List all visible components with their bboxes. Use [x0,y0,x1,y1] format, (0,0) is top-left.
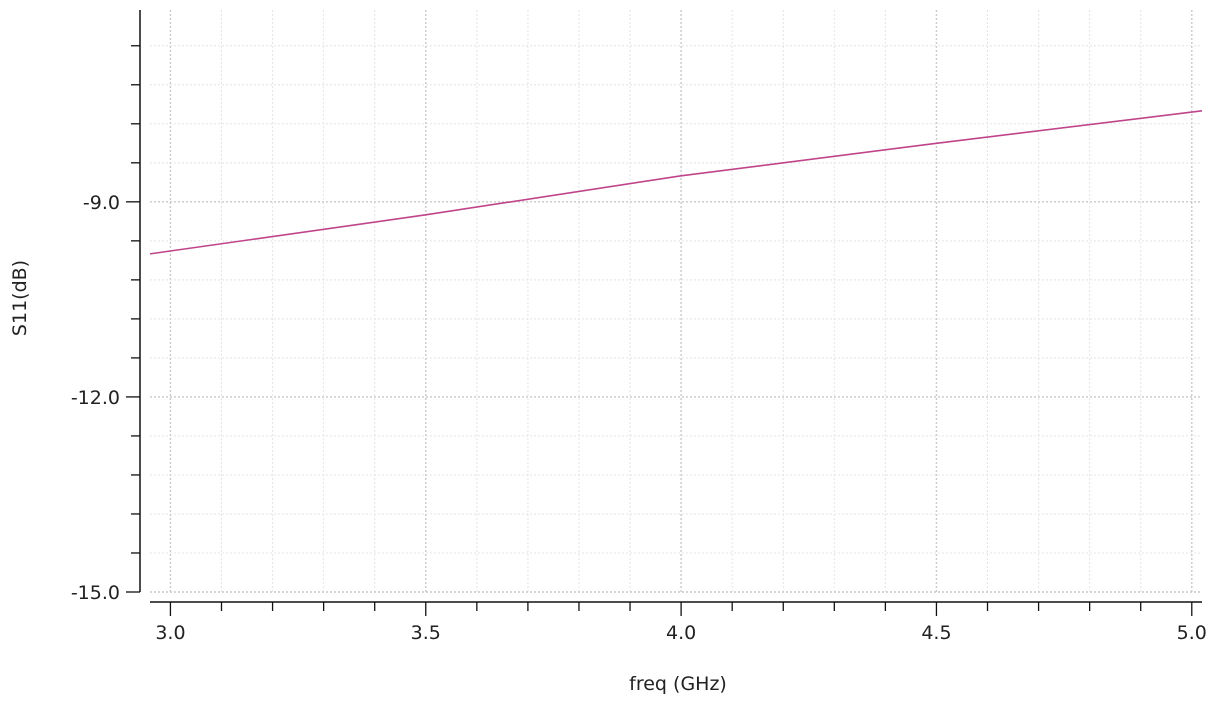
x-axis-title: freq (GHz) [629,673,727,695]
x-tick-label: 4.5 [921,622,951,644]
ticks: 3.0 3.5 4.0 4.5 5.0 -9.0 -12.0 -15.0 [71,45,1207,644]
y-tick-label: -12.0 [71,387,120,409]
x-tick-label: 3.5 [411,622,441,644]
y-tick-label: -15.0 [71,582,120,604]
x-tick-label: 3.0 [155,622,185,644]
series-layer [149,109,1203,255]
grid [150,10,1202,593]
x-tick-label: 4.0 [666,622,696,644]
x-tick-label: 5.0 [1177,622,1207,644]
axes [139,10,1202,603]
series-line-1 [149,109,1203,255]
y-tick-label: -9.0 [83,192,120,214]
y-axis-title: S11(dB) [9,260,31,336]
